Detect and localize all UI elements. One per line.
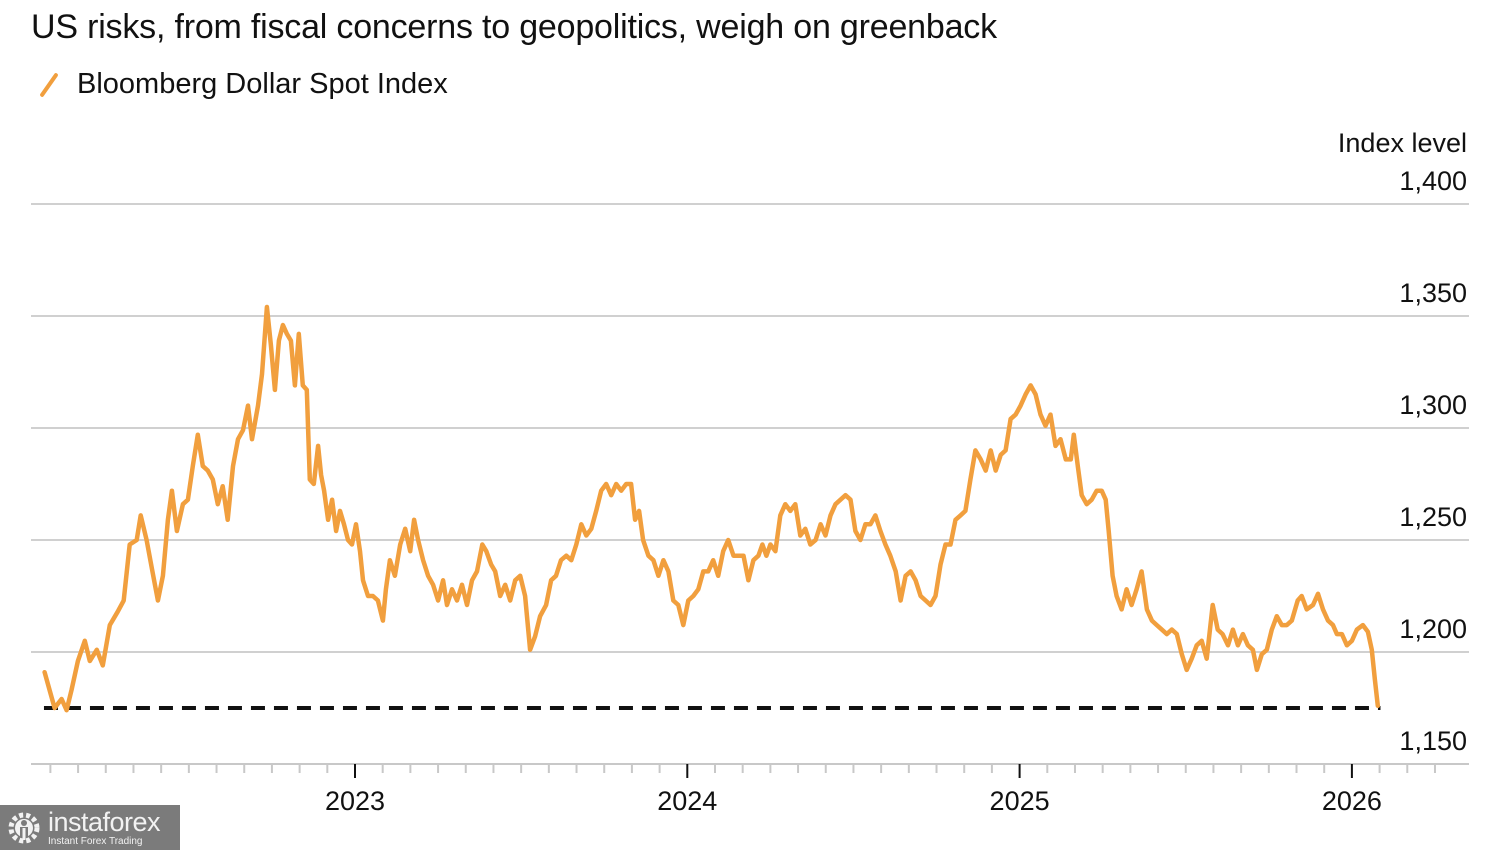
y-tick-label: 1,250 — [1399, 502, 1467, 532]
x-axis: 2023 2024 2025 2026 — [31, 763, 1469, 816]
legend: Bloomberg Dollar Spot Index — [31, 66, 448, 102]
x-tick-label: 2023 — [325, 786, 385, 816]
y-axis-unit-label: Index level — [1338, 128, 1467, 158]
watermark-tagline: Instant Forex Trading — [48, 835, 143, 847]
x-tick-label: 2025 — [990, 786, 1050, 816]
x-tick-label: 2026 — [1322, 786, 1382, 816]
watermark-brand: instaforex — [48, 806, 161, 837]
chart-title: US risks, from fiscal concerns to geopol… — [31, 8, 997, 46]
x-tick-label: 2024 — [657, 786, 717, 816]
series-group — [42, 304, 1381, 713]
legend-label: Bloomberg Dollar Spot Index — [77, 67, 448, 100]
series-line-bloomberg-dollar-spot-index — [42, 304, 1381, 713]
y-tick-label: 1,400 — [1399, 166, 1467, 196]
y-tick-label: 1,200 — [1399, 614, 1467, 644]
y-tick-label: 1,350 — [1399, 278, 1467, 308]
y-tick-label: 1,150 — [1399, 726, 1467, 756]
watermark: instaforex Instant Forex Trading — [0, 805, 180, 850]
y-tick-label: 1,300 — [1399, 390, 1467, 420]
y-tick-labels: 1,150 1,200 1,250 1,300 1,350 1,400 — [1399, 166, 1467, 756]
gridlines — [31, 203, 1469, 653]
gear-person-icon — [6, 810, 42, 846]
